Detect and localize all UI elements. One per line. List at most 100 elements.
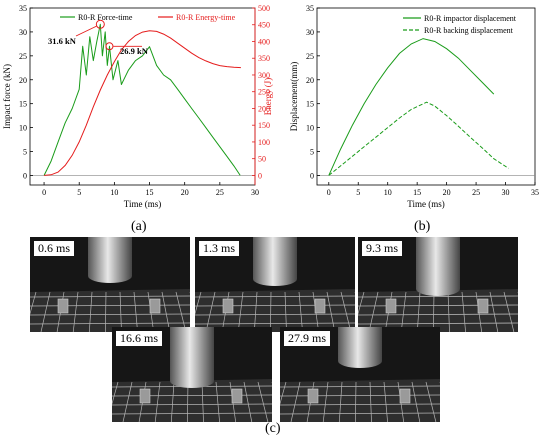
- impact-frame-3: 9.3 ms: [358, 237, 518, 332]
- x-tick-label: 30: [502, 188, 510, 197]
- support-bolt: [385, 298, 397, 314]
- plate-grid-line: [358, 291, 365, 315]
- plate-grid-line: [322, 381, 329, 422]
- plate-grid-line: [195, 313, 355, 316]
- plate-grid-line: [30, 304, 190, 307]
- plate-grid-line: [447, 291, 450, 332]
- x-tick-label: 35: [531, 188, 539, 197]
- support-bolt: [231, 388, 243, 404]
- impact-frame-1: 0.6 ms: [30, 237, 190, 332]
- plate-grid-line: [489, 291, 499, 332]
- x-tick-label: 15: [146, 188, 154, 197]
- y-tick-label: 20: [19, 76, 27, 85]
- y-tick-label: 25: [19, 52, 27, 61]
- impactor-body: [170, 327, 214, 381]
- plate-grid-line: [503, 291, 515, 332]
- y-tick-label: 10: [306, 124, 314, 133]
- panel-a-label: (a): [131, 219, 147, 234]
- plate-grid-line: [270, 291, 272, 332]
- plate-grid-line: [257, 381, 269, 422]
- plate-grid-line: [358, 295, 518, 298]
- plate-grid-line: [112, 403, 272, 406]
- plate-grid-line: [30, 291, 37, 315]
- series-energy-time: [44, 30, 241, 176]
- impactor-body: [416, 237, 460, 289]
- plate-grid-line: [298, 291, 303, 332]
- y-axis-label: Impact force (kN): [2, 64, 12, 129]
- plate-grid-line: [425, 381, 437, 422]
- plate-grid-line: [243, 381, 253, 422]
- impact-frame-4: 16.6 ms: [112, 327, 272, 422]
- plate-grid-line: [195, 322, 355, 325]
- annotation-label: 26.9 kN: [120, 46, 149, 56]
- y-tick-label: 35: [19, 4, 27, 13]
- plate-grid-line: [195, 304, 355, 307]
- y2-tick-label: 100: [258, 138, 270, 147]
- backing-plate: [280, 379, 440, 422]
- y2-axis-label: Energy (J): [263, 78, 273, 116]
- plate-grid-line: [280, 385, 440, 388]
- impactor-tip: [338, 354, 382, 368]
- y-tick-label: 30: [19, 28, 27, 37]
- y-tick-label: 0: [23, 171, 27, 180]
- plate-grid-line: [30, 295, 190, 298]
- x-tick-label: 25: [216, 188, 224, 197]
- impactor-tip: [416, 282, 460, 296]
- support-bolt: [477, 298, 489, 314]
- plate-grid-line: [30, 322, 190, 325]
- impact-frame-2: 1.3 ms: [195, 237, 355, 332]
- plate-grid-line: [175, 291, 187, 332]
- y2-tick-label: 500: [258, 4, 270, 13]
- x-tick-label: 10: [384, 188, 392, 197]
- legend-energy-label: R0-R Energy-time: [176, 13, 236, 22]
- plate-grid-line: [280, 381, 287, 405]
- plate-grid-line: [119, 291, 122, 332]
- backing-plate: [30, 289, 190, 332]
- plate-grid-line: [340, 291, 352, 332]
- x-tick-label: 5: [77, 188, 81, 197]
- plate-grid-line: [280, 394, 440, 397]
- legend-force-label: R0-R Force-time: [78, 13, 133, 22]
- plate-grid-line: [112, 381, 119, 405]
- y-axis-label: Displacement(mm): [289, 62, 299, 131]
- y2-tick-label: 450: [258, 21, 270, 30]
- y2-tick-label: 150: [258, 121, 270, 130]
- frame-scene: [280, 327, 440, 422]
- plate-grid-line: [368, 291, 379, 332]
- frame-time-label: 9.3 ms: [362, 241, 403, 256]
- x-tick-label: 20: [181, 188, 189, 197]
- plate-grid-line: [72, 291, 79, 332]
- y-tick-label: 10: [19, 124, 27, 133]
- y2-tick-label: 50: [258, 155, 266, 164]
- plate-grid-line: [280, 403, 440, 406]
- plate-grid-line: [201, 381, 204, 422]
- series-backing-displacement: [328, 101, 509, 176]
- plate-grid-line: [461, 291, 466, 332]
- y-tick-label: 30: [306, 28, 314, 37]
- x-tick-label: 10: [110, 188, 118, 197]
- x-tick-label: 30: [251, 188, 259, 197]
- x-tick-label: 5: [356, 188, 360, 197]
- y2-tick-label: 200: [258, 104, 270, 113]
- support-bolt: [314, 298, 326, 314]
- plate-grid-line: [358, 313, 518, 316]
- x-tick-label: 0: [42, 188, 46, 197]
- series-impactor-displacement: [328, 38, 495, 176]
- backing-plate: [195, 289, 355, 332]
- x-axis-label: Time (ms): [407, 199, 444, 209]
- annotation-arrow: [75, 25, 97, 37]
- y-tick-label: 5: [23, 148, 27, 157]
- y-tick-label: 15: [19, 100, 27, 109]
- plate-grid-line: [253, 291, 258, 332]
- panel-c-label: (c): [265, 421, 281, 436]
- series-force-time: [43, 23, 241, 176]
- support-bolt: [399, 388, 411, 404]
- plate-grid-line: [358, 304, 518, 307]
- x-axis-label: Time (ms): [124, 199, 161, 209]
- plate-grid-line: [112, 412, 272, 415]
- support-bolt: [57, 298, 69, 314]
- frame-scene: [112, 327, 272, 422]
- y-tick-label: 35: [306, 4, 314, 13]
- y-tick-label: 0: [310, 171, 314, 180]
